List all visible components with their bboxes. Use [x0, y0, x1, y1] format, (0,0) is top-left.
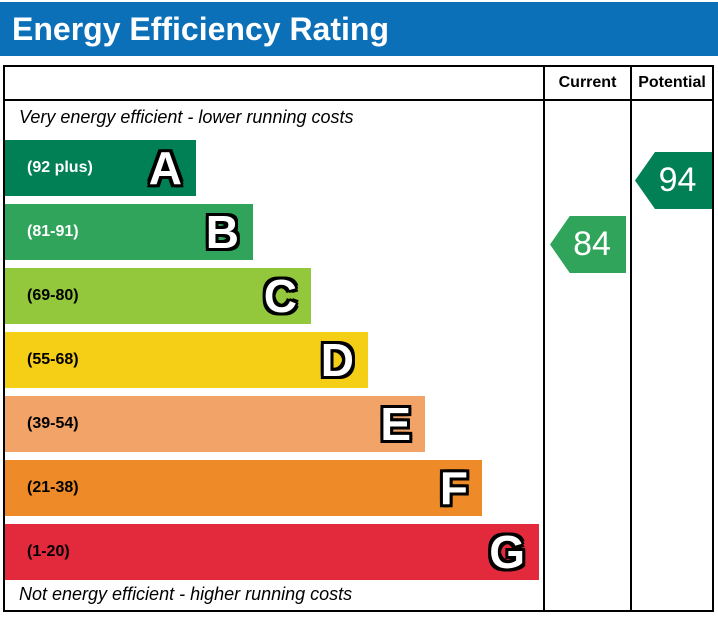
current-rating-value: 84 — [573, 225, 611, 263]
band-a-letter: A — [148, 142, 182, 194]
band-g-range-label: (1-20) — [27, 543, 70, 560]
band-d-range-label: (55-68) — [27, 351, 79, 368]
band-e-letter: E — [380, 398, 411, 450]
band-c: (69-80) C — [5, 268, 311, 324]
band-b-letter: B — [205, 206, 239, 258]
current-rating-arrow: 84 — [550, 216, 626, 273]
energy-rating-chart: Current Potential Very energy efficient … — [3, 65, 714, 612]
column-header-potential: Potential — [638, 74, 706, 91]
band-b: (81-91) B — [5, 204, 253, 260]
potential-rating-arrow: 94 — [635, 152, 712, 209]
band-d: (55-68) D — [5, 332, 368, 388]
page-title: Energy Efficiency Rating — [12, 11, 389, 47]
band-c-range-label: (69-80) — [27, 287, 79, 304]
title-bar: Energy Efficiency Rating — [0, 2, 718, 56]
column-header-current: Current — [558, 74, 617, 91]
bottom-note: Not energy efficient - higher running co… — [19, 584, 353, 604]
band-g-letter: G — [489, 526, 525, 578]
band-f-letter: F — [439, 462, 468, 514]
potential-rating-value: 94 — [658, 161, 697, 199]
band-a-range-label: (92 plus) — [27, 159, 93, 176]
header-separator — [5, 99, 712, 101]
band-d-letter: D — [320, 334, 354, 386]
band-e-range-label: (39-54) — [27, 415, 79, 432]
band-g: (1-20) G — [5, 524, 539, 580]
band-f-range-label: (21-38) — [27, 479, 79, 496]
band-e: (39-54) E — [5, 396, 425, 452]
current-column-divider — [543, 67, 545, 610]
top-note: Very energy efficient - lower running co… — [19, 107, 354, 127]
band-f: (21-38) F — [5, 460, 482, 516]
band-c-letter: C — [263, 270, 297, 322]
band-b-range-label: (81-91) — [27, 223, 79, 240]
band-a: (92 plus) A — [5, 140, 196, 196]
potential-column-divider — [630, 67, 632, 610]
